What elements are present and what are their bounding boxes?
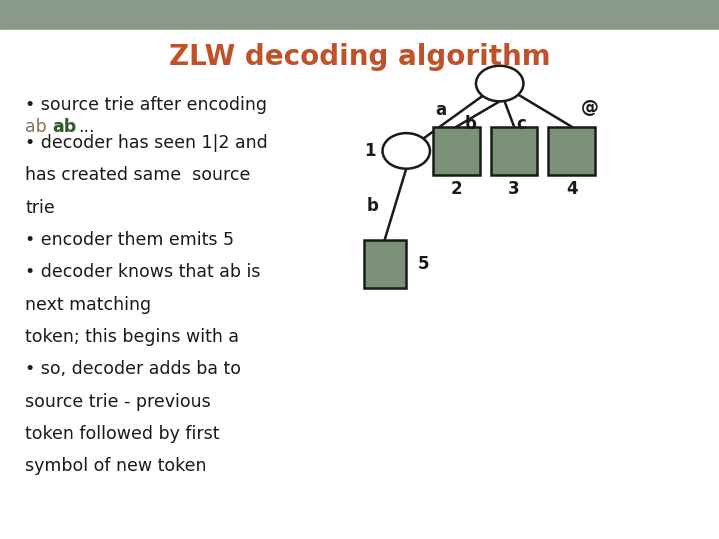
Text: 4: 4: [566, 179, 577, 198]
Circle shape: [476, 66, 523, 101]
Text: trie: trie: [25, 198, 55, 217]
Text: • decoder has seen 1|2 and: • decoder has seen 1|2 and: [25, 134, 268, 152]
Text: has created same  source: has created same source: [25, 166, 250, 184]
Bar: [490, 127, 537, 175]
Bar: [364, 240, 406, 288]
Text: ab: ab: [25, 118, 47, 136]
Text: ...: ...: [78, 118, 94, 136]
Text: b: b: [367, 197, 378, 216]
Text: a: a: [435, 101, 446, 120]
Bar: [433, 127, 480, 175]
Text: 1: 1: [364, 142, 375, 160]
Bar: [0, 0, 719, 30]
Text: ab: ab: [52, 118, 77, 136]
Text: token; this begins with a: token; this begins with a: [25, 328, 239, 346]
Text: 2: 2: [451, 179, 462, 198]
Text: 3: 3: [508, 179, 520, 198]
Text: ZLW decoding algorithm: ZLW decoding algorithm: [169, 43, 550, 71]
Text: • decoder knows that ab is: • decoder knows that ab is: [25, 263, 261, 281]
Text: @: @: [581, 99, 598, 117]
Text: 5: 5: [418, 255, 429, 273]
Bar: [549, 127, 595, 175]
Text: token followed by first: token followed by first: [25, 425, 220, 443]
Text: b: b: [465, 115, 477, 133]
Text: c: c: [516, 115, 526, 133]
Circle shape: [383, 133, 430, 169]
Text: • source trie after encoding: • source trie after encoding: [25, 96, 267, 114]
Text: • encoder them emits 5: • encoder them emits 5: [25, 231, 234, 249]
Text: source trie - previous: source trie - previous: [25, 392, 211, 411]
Text: next matching: next matching: [25, 295, 151, 314]
Text: symbol of new token: symbol of new token: [25, 457, 206, 475]
Text: • so, decoder adds ba to: • so, decoder adds ba to: [25, 360, 241, 378]
